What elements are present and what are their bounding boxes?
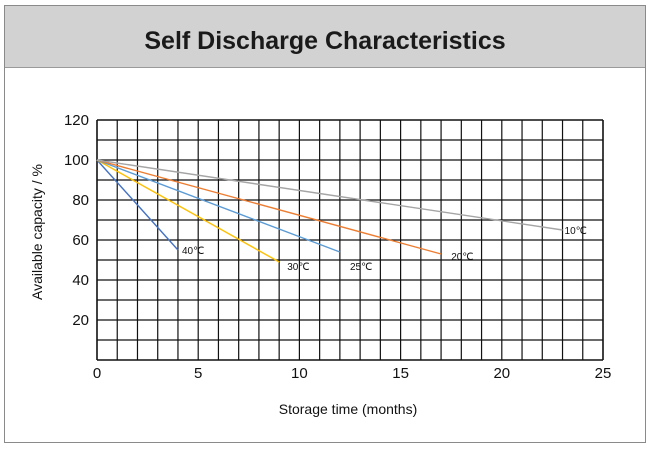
x-tick-label: 20 xyxy=(493,365,510,382)
series-line xyxy=(96,159,442,255)
series-label: 40℃ xyxy=(182,246,204,257)
chart-frame: Self Discharge Characteristics xyxy=(4,5,646,443)
series-labels: 40℃ 30℃ 25℃ 20℃ 10℃ xyxy=(182,226,587,273)
x-tick-labels: 0 5 10 15 20 25 xyxy=(93,365,612,382)
series-line xyxy=(96,159,179,251)
y-tick-label: 100 xyxy=(64,152,89,169)
y-tick-labels: 20 40 60 80 100 120 xyxy=(64,112,89,329)
title-bar: Self Discharge Characteristics xyxy=(5,6,645,68)
x-tick-label: 25 xyxy=(595,365,612,382)
y-tick-label: 60 xyxy=(72,232,89,249)
x-tick-label: 5 xyxy=(194,365,202,382)
series-label: 10℃ xyxy=(565,226,587,237)
y-tick-label: 120 xyxy=(64,112,89,129)
x-axis-label: Storage time (months) xyxy=(279,401,418,417)
x-tick-label: 10 xyxy=(291,365,308,382)
y-tick-label: 20 xyxy=(72,312,89,329)
y-tick-label: 80 xyxy=(72,192,89,209)
x-tick-label: 15 xyxy=(392,365,409,382)
series-label: 25℃ xyxy=(350,262,372,273)
series-label: 30℃ xyxy=(287,262,309,273)
grid xyxy=(96,119,604,361)
series-line xyxy=(96,159,280,263)
series-lines xyxy=(96,159,563,263)
series-label: 20℃ xyxy=(451,252,473,263)
x-tick-label: 0 xyxy=(93,365,101,382)
series-line xyxy=(96,159,341,253)
y-axis-label: Available capacity / % xyxy=(29,164,45,300)
chart-title: Self Discharge Characteristics xyxy=(144,27,506,55)
y-tick-label: 40 xyxy=(72,272,89,289)
series-line xyxy=(96,159,563,231)
